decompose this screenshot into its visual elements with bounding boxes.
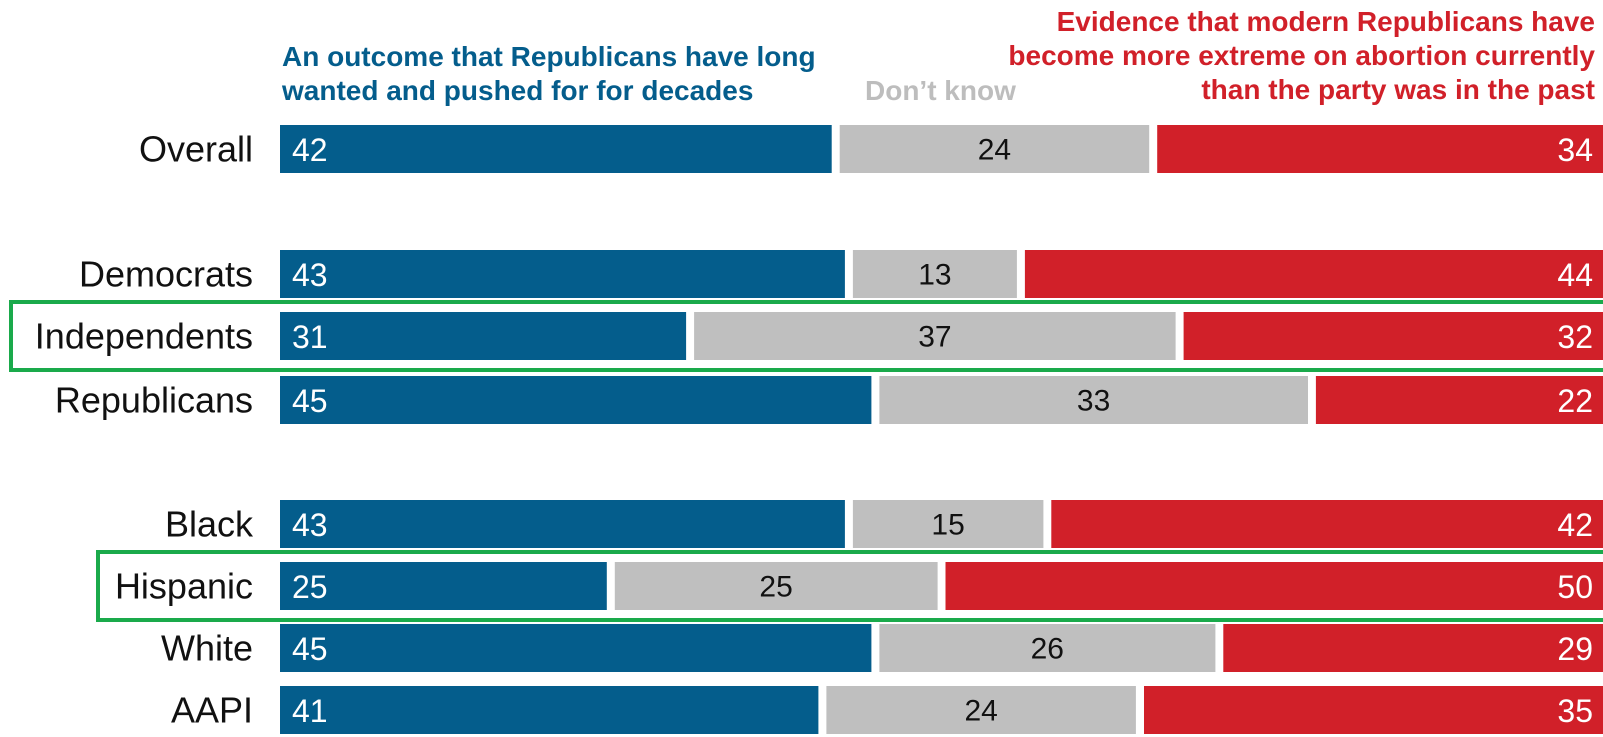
bar-row-republicans: Republicans 45 33 22 [55, 376, 1603, 424]
data-label-dont-know: 37 [918, 321, 951, 354]
bar-segment-outcome [280, 562, 607, 610]
bar-segment-dont-know [826, 686, 1136, 734]
bar-segment-dont-know [852, 500, 1044, 548]
data-label-outcome: 25 [292, 569, 328, 605]
bar-row-black: Black 43 15 42 [165, 500, 1603, 548]
row-label-white: White [161, 628, 253, 669]
row-label-hispanic: Hispanic [115, 566, 253, 607]
data-label-outcome: 42 [292, 132, 328, 168]
bar-segment-outcome [280, 125, 832, 173]
legend-outcome-wanted: An outcome that Republicans have long wa… [282, 41, 816, 106]
bar-row-independents: Independents 31 37 32 [35, 312, 1603, 360]
bar-segment-extreme [1051, 500, 1603, 548]
bar-row-aapi: AAPI 41 24 35 [171, 686, 1603, 734]
data-label-extreme: 29 [1557, 631, 1593, 667]
bar-row-overall: Overall 42 24 34 [139, 125, 1603, 173]
legend-more-extreme: Evidence that modern Republicans have be… [1008, 6, 1595, 105]
bar-segment-outcome [280, 686, 819, 734]
bar-segment-extreme [1183, 312, 1603, 360]
row-label-independents: Independents [35, 316, 253, 357]
data-label-dont-know: 15 [931, 509, 964, 542]
data-label-extreme: 44 [1557, 257, 1593, 293]
bar-segment-extreme [945, 562, 1603, 610]
bar-row-white: White 45 26 29 [161, 624, 1603, 672]
data-label-outcome: 41 [292, 693, 328, 729]
highlight-box-independents [9, 300, 1603, 372]
row-label-republicans: Republicans [55, 380, 253, 421]
bar-segment-dont-know [694, 312, 1176, 360]
bar-segment-outcome [280, 500, 845, 548]
bar-segment-extreme [1223, 624, 1603, 672]
data-label-extreme: 34 [1557, 132, 1593, 168]
bar-segment-extreme [1024, 250, 1603, 298]
row-label-black: Black [165, 504, 254, 545]
bar-segment-extreme [1144, 686, 1603, 734]
data-label-dont-know: 24 [978, 134, 1011, 167]
data-label-extreme: 32 [1557, 319, 1593, 355]
bar-segment-outcome [280, 624, 872, 672]
bar-segment-dont-know [852, 250, 1017, 298]
data-label-dont-know: 26 [1031, 633, 1064, 666]
bar-segment-dont-know [839, 125, 1150, 173]
data-label-outcome: 45 [292, 383, 328, 419]
data-label-dont-know: 33 [1077, 385, 1110, 418]
data-label-outcome: 45 [292, 631, 328, 667]
data-label-outcome: 43 [292, 507, 328, 543]
row-label-democrats: Democrats [79, 254, 253, 295]
bar-segment-outcome [280, 250, 845, 298]
row-label-aapi: AAPI [171, 690, 253, 731]
data-label-dont-know: 24 [965, 695, 998, 728]
data-label-extreme: 42 [1557, 507, 1593, 543]
bar-segment-dont-know [879, 624, 1216, 672]
bar-segment-dont-know [879, 376, 1308, 424]
row-label-overall: Overall [139, 129, 253, 170]
bar-segment-extreme [1157, 125, 1603, 173]
legend-dont-know: Don’t know [865, 75, 1016, 106]
data-label-dont-know: 13 [918, 259, 951, 292]
bar-row-hispanic: Hispanic 25 25 50 [115, 562, 1603, 610]
bar-segment-dont-know [614, 562, 938, 610]
data-label-outcome: 31 [292, 319, 328, 355]
data-label-extreme: 50 [1557, 569, 1593, 605]
data-label-outcome: 43 [292, 257, 328, 293]
bar-segment-outcome [280, 376, 872, 424]
data-label-extreme: 22 [1557, 383, 1593, 419]
bar-row-democrats: Democrats 43 13 44 [79, 250, 1603, 298]
data-label-dont-know: 25 [759, 571, 792, 604]
bar-segment-outcome [280, 312, 687, 360]
data-label-extreme: 35 [1557, 693, 1593, 729]
highlight-box-hispanic [96, 550, 1603, 622]
bar-segment-extreme [1315, 376, 1603, 424]
